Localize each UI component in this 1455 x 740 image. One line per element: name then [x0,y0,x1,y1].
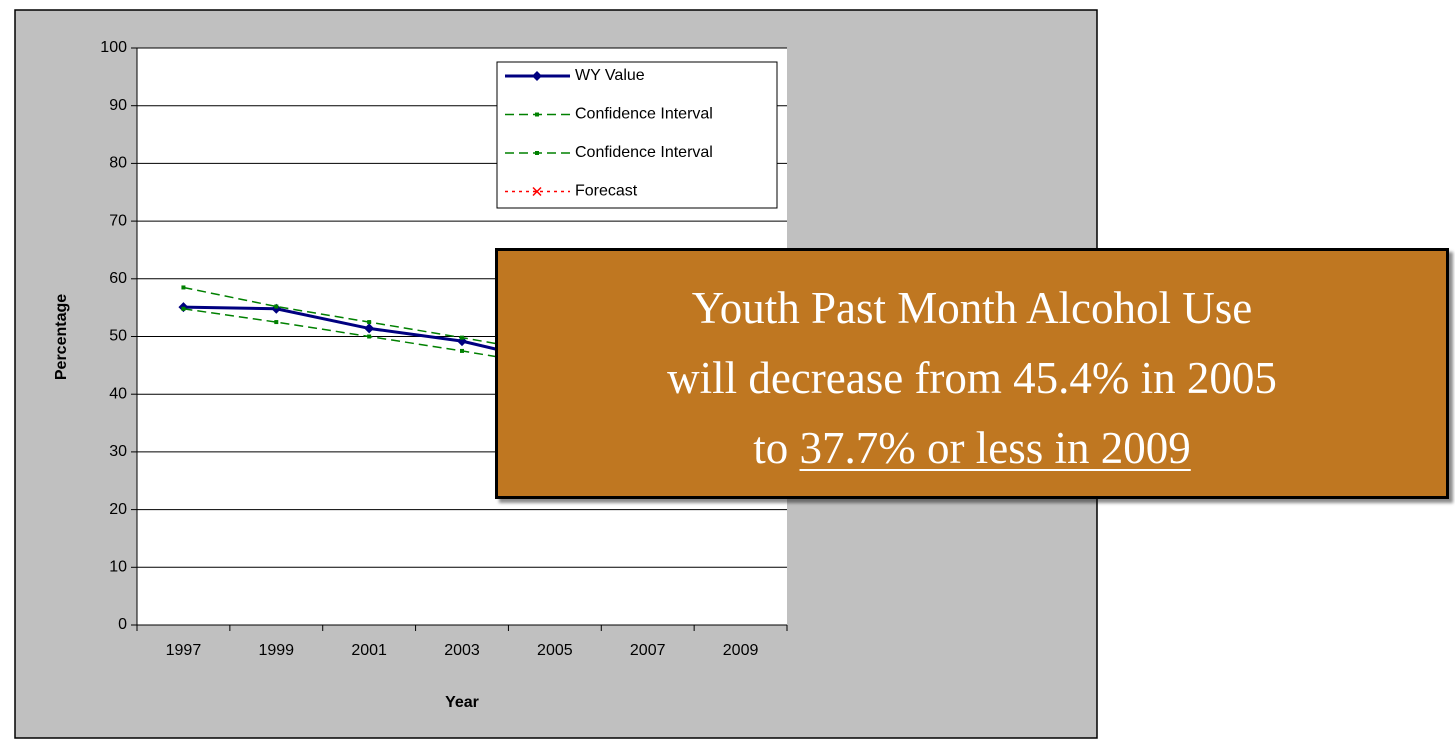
y-axis-label: Percentage [53,294,70,380]
y-tick-label: 40 [109,385,127,402]
y-tick-label: 80 [109,155,127,172]
point [460,348,464,353]
annotation-text: to [753,423,789,473]
y-tick-label: 30 [109,443,127,460]
point [181,285,186,290]
y-tick-label: 50 [109,328,127,345]
point [364,323,375,334]
legend-box [496,61,778,209]
x-tick-label: 2003 [444,642,480,659]
y-tick-label: 20 [109,501,127,518]
x-tick-label: 2009 [723,642,759,659]
point [535,151,539,155]
legend-label: Confidence Interval [575,106,713,123]
annotation-line: to 37.7% or less in 2009 [498,413,1446,483]
legend-label: Forecast [575,183,638,200]
y-tick-label: 0 [118,616,127,633]
legend-label: WY Value [575,67,645,84]
point [274,320,279,325]
annotation-target: 37.7% or less in 2009 [799,423,1191,473]
y-tick-label: 10 [109,559,127,576]
point [367,320,372,325]
y-tick-label: 90 [109,97,127,114]
annotation-box: Youth Past Month Alcohol Use will decrea… [495,248,1449,499]
point [181,306,186,311]
x-axis-label: Year [445,694,479,711]
annotation-line: Youth Past Month Alcohol Use [691,283,1253,333]
legend-label: Confidence Interval [575,144,713,161]
annotation-line: will decrease from 45.4% in 2005 [667,353,1277,403]
point [532,186,542,197]
y-tick-label: 60 [109,270,127,287]
point [367,334,372,339]
point [460,335,464,340]
x-tick-label: 2001 [351,642,387,659]
x-tick-label: 1999 [258,642,294,659]
x-tick-label: 2005 [537,642,573,659]
point [274,304,279,309]
x-tick-label: 2007 [630,642,666,659]
y-tick-label: 100 [100,39,127,56]
y-tick-label: 70 [109,212,127,229]
point [532,71,542,81]
x-tick-label: 1997 [166,642,202,659]
point [535,112,539,117]
